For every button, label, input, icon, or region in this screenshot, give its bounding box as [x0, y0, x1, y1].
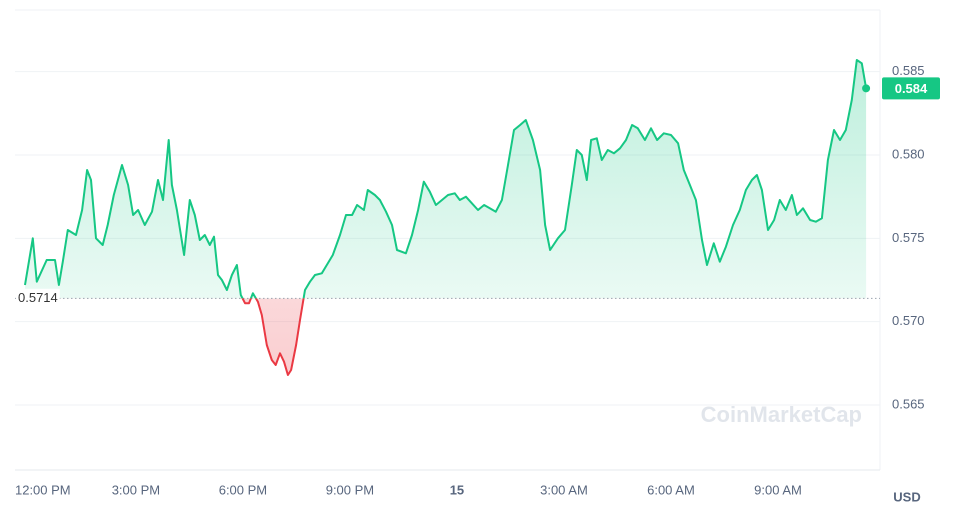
y-tick-label: 0.575	[892, 230, 925, 245]
y-tick-label: 0.570	[892, 313, 925, 328]
area-down	[242, 298, 304, 375]
y-tick-label: 0.565	[892, 396, 925, 411]
watermark: CoinMarketCap	[701, 402, 862, 427]
x-tick-label: 3:00 AM	[540, 482, 588, 497]
x-tick-label: 6:00 AM	[647, 482, 695, 497]
y-tick-label: 0.585	[892, 63, 925, 78]
last-point	[862, 84, 871, 93]
price-tag-label: 0.584	[895, 81, 928, 96]
x-tick-label: 9:00 PM	[326, 482, 374, 497]
x-tick-label: 15	[450, 482, 464, 497]
x-tick-label: 6:00 PM	[219, 482, 267, 497]
baseline-label-bg	[16, 288, 60, 306]
baseline-label: 0.5714	[18, 290, 58, 305]
x-tick-label: 9:00 AM	[754, 482, 802, 497]
x-tick-label: 12:00 PM	[15, 482, 71, 497]
y-tick-label: 0.580	[892, 146, 925, 161]
area-up	[25, 60, 867, 299]
x-tick-label: 3:00 PM	[112, 482, 160, 497]
price-tag	[882, 77, 940, 100]
price-line-up	[24, 59, 868, 299]
currency-label: USD	[893, 489, 920, 504]
